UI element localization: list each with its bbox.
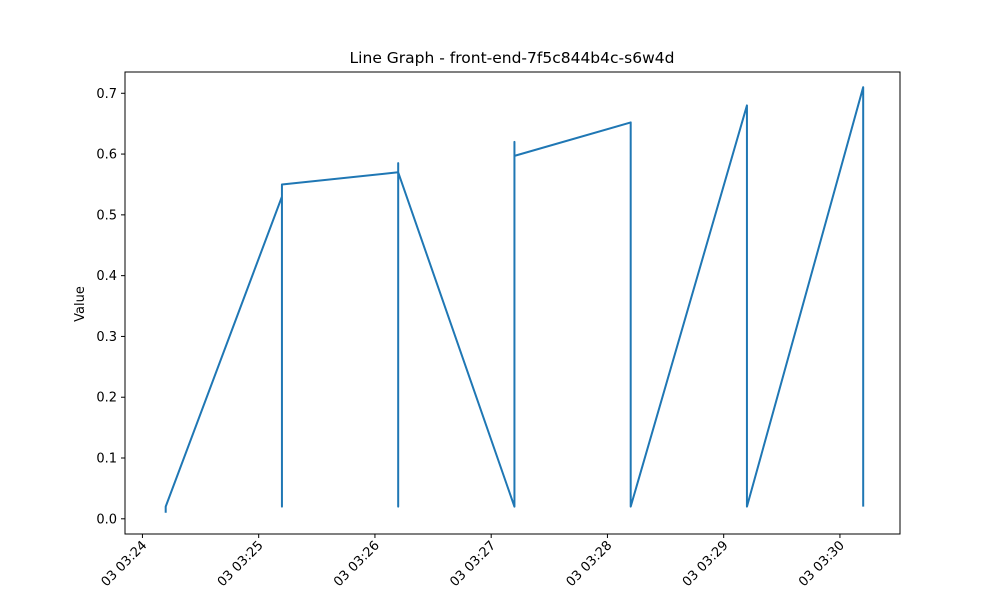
y-tick-label: 0.1 [96,452,117,467]
y-tick-label: 0.7 [96,87,117,102]
y-tick-label: 0.3 [96,330,117,345]
x-tick-label: 03 03:29 [680,538,732,590]
y-axis-title: Value [73,286,88,322]
y-tick-label: 0.5 [96,208,117,223]
x-tick-label: 03 03:25 [215,538,267,590]
x-tick-label: 03 03:27 [447,538,499,590]
plot-frame [124,71,901,535]
y-tick-label: 0.2 [96,391,117,406]
chart-title: Line Graph - front-end-7f5c844b4c-s6w4d [350,49,675,67]
y-tick-label: 0.6 [96,148,117,163]
x-tick-label: 03 03:30 [796,538,848,590]
x-tick-label: 03 03:28 [564,538,616,590]
y-tick-label: 0.0 [96,512,117,527]
plot-area: 0.0 0.1 0.2 0.3 0.4 0.5 0.6 0.7 03 03:24 03 03:25… [96,71,901,590]
x-tick-label: 03 03:26 [331,538,383,590]
x-tick-label: 03 03:24 [99,538,151,590]
y-tick-label: 0.4 [96,269,117,284]
series-line [164,86,865,513]
